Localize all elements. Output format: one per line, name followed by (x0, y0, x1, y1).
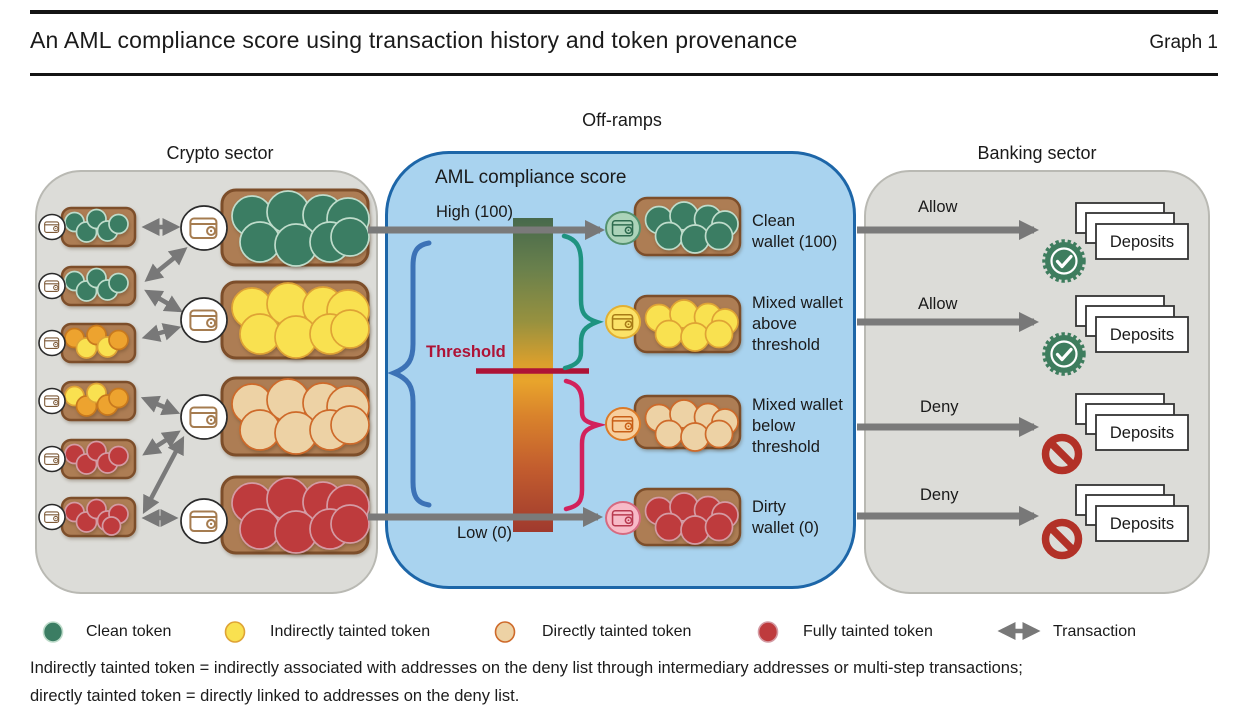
threshold-label: Threshold (426, 343, 506, 361)
top-rule (30, 10, 1218, 14)
crypto-large-coins-3 (231, 477, 370, 554)
deposits-label: Deposits (1110, 326, 1174, 344)
crypto-small-token-boxes (60, 206, 137, 538)
allow-label-1: Allow (918, 198, 958, 216)
offramp-coins-1 (644, 299, 739, 352)
crypto-wallets-brace (387, 240, 432, 508)
mixed-below-wallet-icon (605, 407, 641, 441)
legend-clean-token: Clean token (86, 623, 172, 640)
mixed-above-wallet-label: Mixed wallet above threshold (752, 294, 843, 354)
crypto-large-wallets (180, 205, 228, 544)
crypto-sector-label: Crypto sector (166, 143, 274, 163)
header-rule (30, 73, 1218, 76)
legend-transaction: Transaction (1053, 623, 1136, 640)
deposit-stack-3: Deposits (1075, 393, 1189, 451)
allow-check-badge-2 (1042, 332, 1086, 376)
dirty-wallet-icon (605, 501, 641, 535)
graph-number-label: Graph 1 (1149, 32, 1218, 53)
deposits-label: Deposits (1110, 424, 1174, 442)
banking-sector-label: Banking sector (977, 143, 1097, 163)
high-score-label: High (100) (436, 203, 514, 221)
crypto-large-coins-2 (231, 378, 370, 455)
indirectly-tainted-token-icon (224, 621, 246, 643)
crypto-large-coins-0 (231, 190, 370, 267)
deposit-stack-1: Deposits (1075, 202, 1189, 260)
deposits-label: Deposits (1110, 515, 1174, 533)
legend-directly-tainted: Directly tainted token (542, 623, 692, 640)
below-threshold-brace (563, 378, 607, 512)
legend-icons (42, 621, 1041, 643)
offramp-coins-0 (644, 201, 739, 254)
mixed-below-wallet-label: Mixed wallet below threshold (752, 396, 843, 456)
crypto-small-coins-3 (64, 382, 129, 417)
mixed-above-wallet-icon (605, 305, 641, 339)
deposits-label: Deposits (1110, 233, 1174, 251)
crypto-small-coins-1 (64, 267, 129, 302)
allow-check-badge-1 (1042, 239, 1086, 283)
crypto-small-coins-5 (64, 498, 129, 536)
page-title: An AML compliance score using transactio… (30, 27, 798, 53)
clean-token-icon (42, 621, 64, 643)
crypto-small-wallets (38, 213, 66, 531)
crypto-transaction-arrows (140, 218, 188, 527)
compliance-score-gradient-bar (513, 218, 553, 532)
legend-indirectly-tainted: Indirectly tainted token (270, 623, 431, 640)
crypto-large-coins-1 (231, 282, 370, 359)
deposit-stack-2: Deposits (1075, 295, 1189, 353)
deposit-stack-4: Deposits (1075, 484, 1189, 542)
compliance-score-heading: AML compliance score (435, 167, 627, 188)
clean-wallet-icon (605, 211, 641, 245)
directly-tainted-token-icon (494, 621, 516, 643)
footnote-line-1: Indirectly tainted token = indirectly as… (30, 659, 1023, 677)
deny-prohibited-icon-2 (1041, 518, 1083, 560)
low-score-label: Low (0) (457, 524, 513, 542)
legend-fully-tainted: Fully tainted token (803, 623, 933, 640)
offramp-coins-3 (644, 492, 739, 545)
crypto-small-coins-4 (64, 440, 129, 475)
offramp-coins-2 (644, 399, 739, 452)
crypto-small-coins-0 (64, 208, 129, 243)
footnote-line-2: directly tainted token = directly linked… (30, 687, 520, 705)
crypto-small-coins-2 (64, 324, 129, 359)
deny-label-2: Deny (920, 486, 959, 504)
deny-label-1: Deny (920, 398, 959, 416)
dirty-wallet-label: Dirty wallet (0) (752, 498, 819, 537)
clean-wallet-label: Clean wallet (100) (752, 212, 838, 251)
offramps-label: Off-ramps (582, 110, 662, 130)
deny-prohibited-icon-1 (1041, 433, 1083, 475)
fully-tainted-token-icon (757, 621, 779, 643)
allow-label-2: Allow (918, 295, 958, 313)
above-threshold-brace (561, 233, 604, 371)
